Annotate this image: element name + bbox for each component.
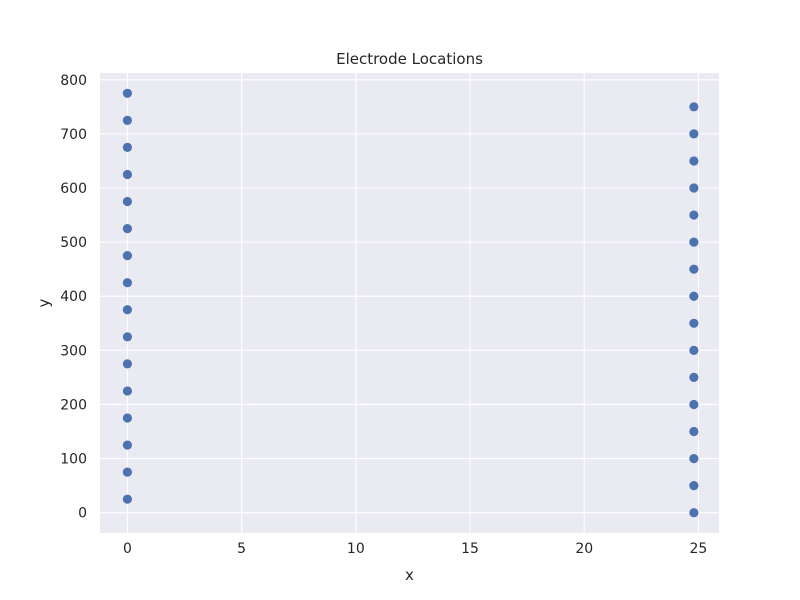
data-point (689, 345, 699, 355)
data-point (122, 196, 133, 207)
data-point (122, 332, 133, 342)
y-tick-label: 0 (78, 506, 87, 522)
data-points (122, 88, 699, 518)
x-tick-labels: 0 5 10 15 20 25 (123, 541, 707, 557)
y-tick-label: 500 (60, 235, 87, 251)
chart-title: Electrode Locations (336, 50, 483, 68)
data-point (689, 426, 699, 437)
data-point (122, 142, 133, 153)
data-point (122, 359, 133, 369)
x-tick-label: 15 (461, 541, 479, 557)
x-tick-label: 20 (575, 541, 593, 557)
data-point (122, 278, 133, 288)
data-point (689, 508, 699, 518)
data-point (689, 318, 699, 328)
data-point (689, 264, 699, 274)
x-tick-label: 0 (123, 541, 132, 557)
data-point (122, 413, 133, 423)
y-tick-label: 800 (60, 73, 87, 89)
data-point (122, 305, 133, 315)
grid-lines (100, 73, 719, 533)
y-tick-label: 100 (60, 452, 87, 468)
data-point (122, 467, 133, 477)
y-tick-label: 600 (60, 181, 87, 197)
y-tick-label: 200 (60, 397, 87, 413)
data-point (122, 169, 133, 180)
data-point (122, 88, 133, 98)
data-point (689, 156, 699, 166)
y-axis-label: y (35, 298, 53, 307)
data-point (122, 115, 133, 125)
y-tick-label: 700 (60, 127, 87, 143)
data-point (689, 237, 699, 247)
data-point (122, 494, 133, 504)
y-tick-labels: 0 100 200 300 400 500 600 700 800 (60, 73, 87, 522)
data-point (122, 223, 133, 234)
data-point (122, 386, 133, 396)
data-point (689, 399, 699, 410)
y-tick-label: 400 (60, 289, 87, 305)
x-tick-label: 10 (347, 541, 365, 557)
data-point (689, 291, 699, 301)
y-tick-label: 300 (60, 343, 87, 359)
data-point (122, 251, 133, 261)
data-point (689, 102, 699, 112)
data-point (689, 129, 699, 139)
data-point (689, 481, 699, 491)
data-point (689, 453, 699, 464)
x-axis-label: x (405, 566, 414, 584)
x-tick-label: 5 (237, 541, 246, 557)
data-point (689, 372, 699, 383)
data-point (122, 440, 133, 450)
plot-area (100, 73, 719, 533)
x-tick-label: 25 (690, 541, 708, 557)
data-point (689, 210, 699, 220)
data-point (689, 183, 699, 193)
